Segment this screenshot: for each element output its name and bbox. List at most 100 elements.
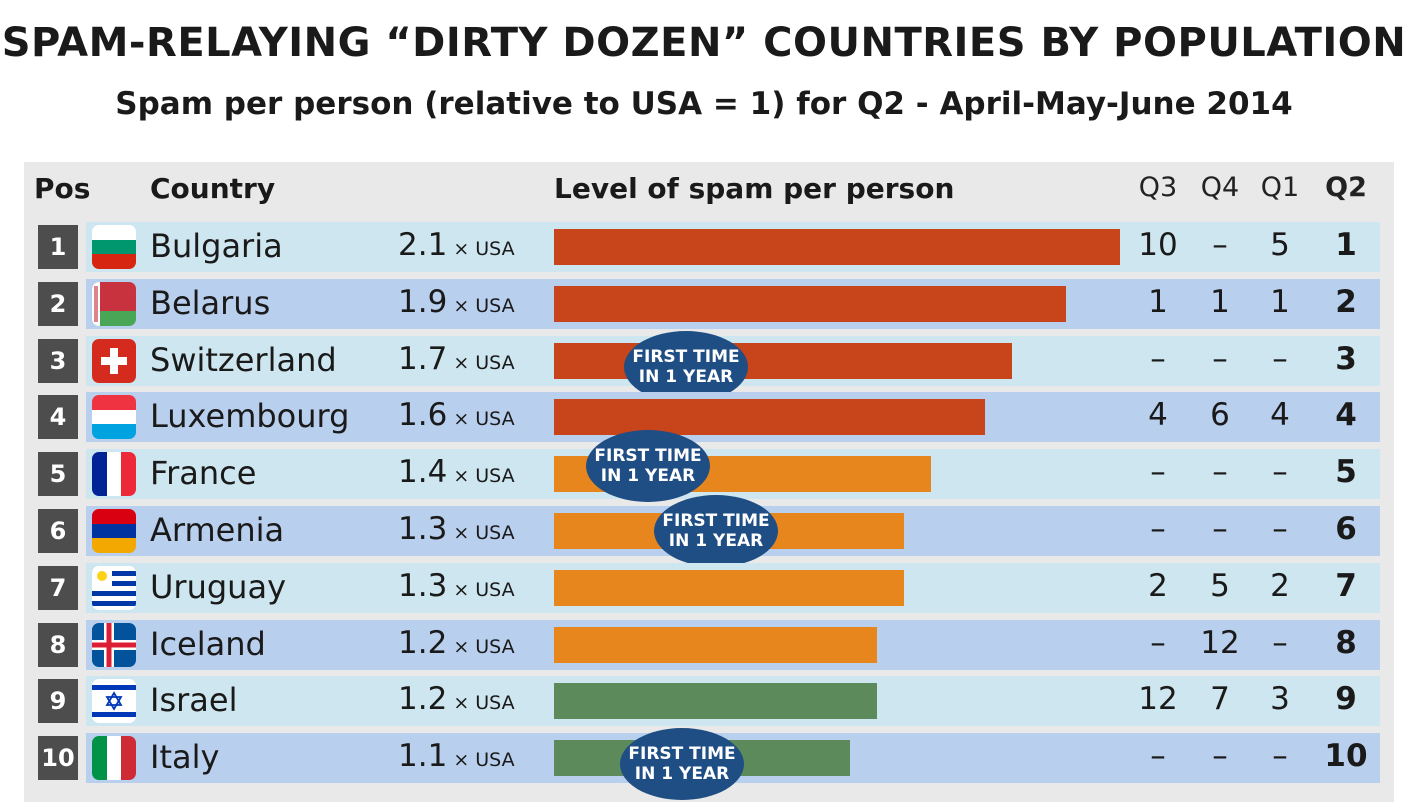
badge-line-2: IN 1 YEAR [634,764,730,785]
multiplier-label: 1.6 × USA [398,397,515,433]
spam-bar [554,626,877,663]
rank-badge: 8 [38,622,78,667]
rank-q3: 10 [1138,227,1178,263]
spam-bar [554,683,877,720]
multiplier-value: 1.3 [398,567,448,604]
rank-q3: – [1150,738,1166,775]
rank-q2: 6 [1335,511,1357,547]
multiplier-value: 1.4 [398,454,448,491]
multiplier-label: 1.3 × USA [398,511,515,547]
rank-q2: 2 [1335,283,1357,320]
multiplier-label: 1.2 × USA [398,625,515,661]
rank-badge: 4 [38,395,78,440]
multiplier-label: 1.9 × USA [398,284,515,320]
spam-bar [554,229,1120,265]
multiplier-value: 1.9 [398,283,448,320]
rank-badge: 2 [38,281,78,326]
badge-line-2: IN 1 YEAR [668,531,764,551]
country-name: Luxembourg [150,397,350,436]
country-name: Israel [150,681,238,720]
rank-q4: 6 [1210,397,1230,434]
rank-q3: 4 [1148,397,1168,434]
rank-q4: – [1212,738,1228,775]
rank-q4: 5 [1210,567,1230,604]
multiplier-value: 1.1 [398,738,448,775]
rank-badge: 5 [38,452,78,497]
header-q3: Q3 [1138,172,1178,203]
uruguay-flag-icon [92,565,136,610]
rank-q3: 12 [1138,681,1178,718]
rank-q3: 2 [1148,567,1168,604]
multiplier-label: 1.3 × USA [398,568,515,604]
first-time-badge: FIRST TIME IN 1 YEAR [624,330,748,403]
luxembourg-flag-icon [92,395,136,440]
rank-q3: 1 [1148,283,1168,320]
badge-line-1: FIRST TIME [628,744,736,765]
usa-suffix: × USA [453,578,515,601]
rank-q4: – [1212,511,1228,547]
country-name: Bulgaria [150,227,283,265]
header-q4: Q4 [1200,172,1240,203]
spam-bar [554,399,985,436]
first-time-badge: FIRST TIME IN 1 YEAR [654,495,778,567]
usa-suffix: × USA [453,749,515,772]
badge-line-1: FIRST TIME [662,511,770,531]
usa-suffix: × USA [453,522,515,544]
bulgaria-flag-icon [92,225,136,269]
multiplier-value: 1.3 [398,511,448,547]
rank-badge: 10 [38,736,78,781]
badge-line-1: FIRST TIME [632,346,740,367]
header-level: Level of spam per person [554,172,955,205]
spam-bar [554,342,1012,379]
country-name: Switzerland [150,340,337,379]
multiplier-value: 1.2 [398,681,448,718]
belarus-flag-icon [92,281,136,326]
multiplier-value: 1.7 [398,340,448,377]
multiplier-label: 1.7 × USA [398,341,515,377]
rank-badge: 9 [38,679,78,724]
rank-q1: – [1272,738,1288,775]
multiplier-label: 1.4 × USA [398,454,515,490]
country-name: France [150,454,257,493]
rank-q2: 10 [1324,738,1368,775]
badge-line-1: FIRST TIME [594,446,702,467]
rank-q1: – [1272,624,1288,661]
header-q1: Q1 [1260,172,1300,203]
rank-q2: 7 [1335,567,1357,604]
rank-badge: 1 [38,225,78,269]
rank-q4: 7 [1210,681,1230,718]
rank-q1: – [1272,511,1288,547]
usa-suffix: × USA [453,238,515,260]
header-q2: Q2 [1325,172,1367,203]
chart-subtitle: Spam per person (relative to USA = 1) fo… [115,86,1293,122]
multiplier-value: 1.2 [398,624,448,661]
armenia-flag-icon [92,509,136,553]
rank-q3: – [1150,624,1166,661]
rank-q1: 1 [1270,283,1290,320]
multiplier-label: 1.2 × USA [398,681,515,717]
usa-suffix: × USA [453,408,515,431]
france-flag-icon [92,452,136,497]
rank-q3: – [1150,340,1166,377]
rank-q1: 4 [1270,397,1290,434]
rank-q1: 5 [1270,227,1290,263]
rank-q2: 9 [1335,681,1357,718]
spam-bar [554,569,904,606]
rank-badge: 7 [38,565,78,610]
rank-q4: 1 [1210,283,1230,320]
multiplier-label: 2.1 × USA [398,227,515,263]
rank-badge: 3 [38,338,78,383]
country-name: Armenia [150,511,285,549]
rank-q4: – [1212,227,1228,263]
rank-q1: – [1272,454,1288,491]
first-time-badge: FIRST TIME IN 1 YEAR [586,430,710,503]
header-country: Country [150,172,276,205]
country-name: Belarus [150,283,271,322]
country-name: Italy [150,738,220,777]
spam-bar [554,285,1066,322]
multiplier-label: 1.1 × USA [398,738,515,774]
rank-q3: – [1150,454,1166,491]
usa-suffix: × USA [453,351,515,374]
rank-q1: – [1272,340,1288,377]
rank-q4: 12 [1200,624,1240,661]
